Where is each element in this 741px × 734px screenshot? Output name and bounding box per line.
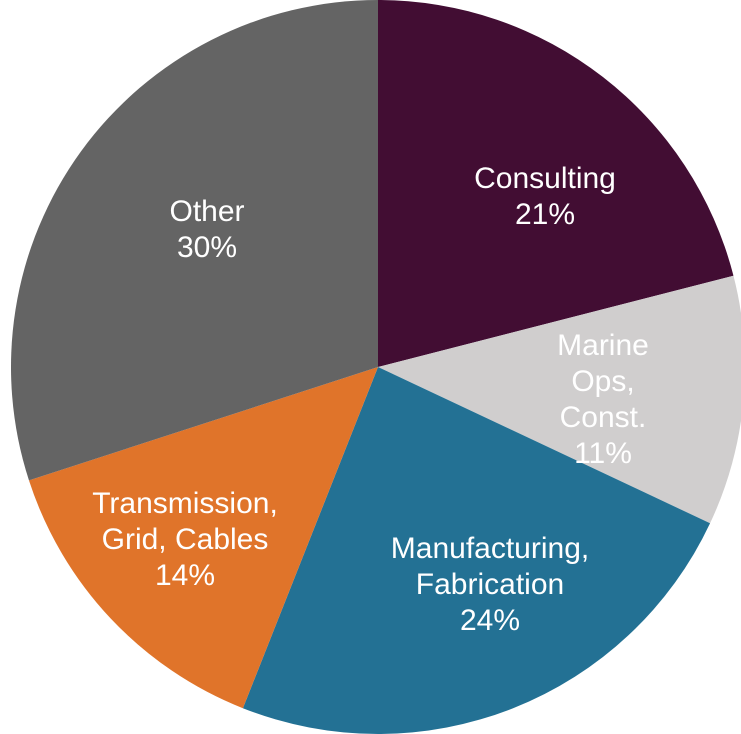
slice-label: Transmission, Grid, Cables 14%: [92, 486, 278, 594]
value-label: 24%: [459, 604, 521, 637]
slice-label: Consulting 21%: [474, 161, 616, 233]
category-label: Manufacturing, Fabrication: [390, 532, 590, 601]
slice-label: Other 30%: [169, 194, 244, 266]
slice-label: Manufacturing, Fabrication 24%: [391, 531, 589, 639]
pie-slice: [242, 367, 711, 734]
value-label: 11%: [574, 437, 632, 470]
category-label: Marine Ops, Const.: [557, 329, 649, 434]
value-label: 14%: [154, 559, 216, 592]
slice-label: Marine Ops, Const. 11%: [534, 328, 672, 472]
category-label: Transmission, Grid, Cables: [92, 487, 278, 556]
category-label: Consulting: [474, 162, 616, 195]
value-label: 21%: [514, 198, 576, 231]
pie-slice: [10, 0, 379, 481]
pie-slice: [378, 0, 734, 367]
category-label: Other: [169, 195, 245, 228]
pie-slice: [378, 275, 741, 524]
value-label: 30%: [176, 231, 238, 264]
pie-slice: [28, 367, 379, 709]
